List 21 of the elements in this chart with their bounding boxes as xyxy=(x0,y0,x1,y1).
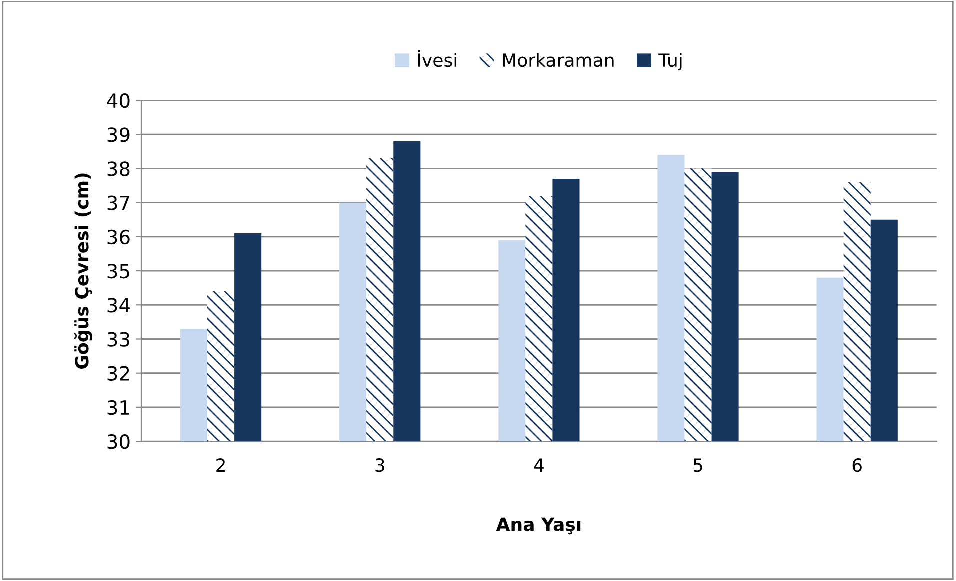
y-tick-label: 33 xyxy=(108,332,130,347)
x-tick-label: 5 xyxy=(694,458,702,472)
x-axis-title: Ana Yaşı xyxy=(496,518,581,535)
x-tick-label: 2 xyxy=(216,458,225,472)
y-tick-label: 36 xyxy=(108,230,130,245)
x-tick-label: 3 xyxy=(376,458,384,472)
y-tick-label: 40 xyxy=(107,93,130,108)
y-axis-title: Göğüs Çevresi (cm) xyxy=(74,174,92,369)
x-tick-label: 6 xyxy=(852,458,862,472)
y-tick-label: 32 xyxy=(108,366,130,382)
y-tick-label: 31 xyxy=(108,400,130,416)
y-tick-label: 30 xyxy=(108,434,130,450)
legend-label: Morkaraman xyxy=(503,53,614,68)
y-tick-label: 34 xyxy=(108,298,130,313)
y-tick-label: 39 xyxy=(108,128,130,142)
legend-label: İvesi xyxy=(418,50,456,68)
legend-label: Tuj xyxy=(658,53,682,71)
y-tick-label: 37 xyxy=(108,196,130,210)
y-tick-label: 35 xyxy=(108,264,130,279)
y-tick-label: 38 xyxy=(108,162,130,176)
x-tick-label: 4 xyxy=(534,458,544,472)
